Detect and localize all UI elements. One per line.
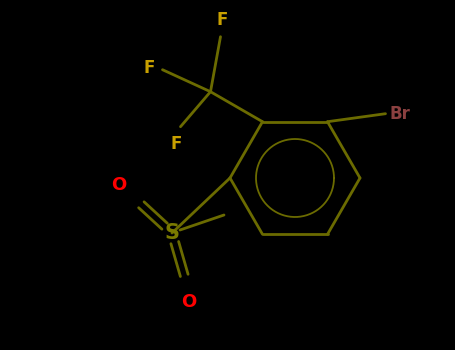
Text: Br: Br bbox=[389, 105, 410, 123]
Text: F: F bbox=[171, 135, 182, 153]
Text: O: O bbox=[182, 293, 197, 311]
Text: O: O bbox=[111, 176, 126, 194]
Text: F: F bbox=[217, 11, 228, 29]
Text: F: F bbox=[143, 59, 155, 77]
Text: S: S bbox=[165, 223, 180, 243]
